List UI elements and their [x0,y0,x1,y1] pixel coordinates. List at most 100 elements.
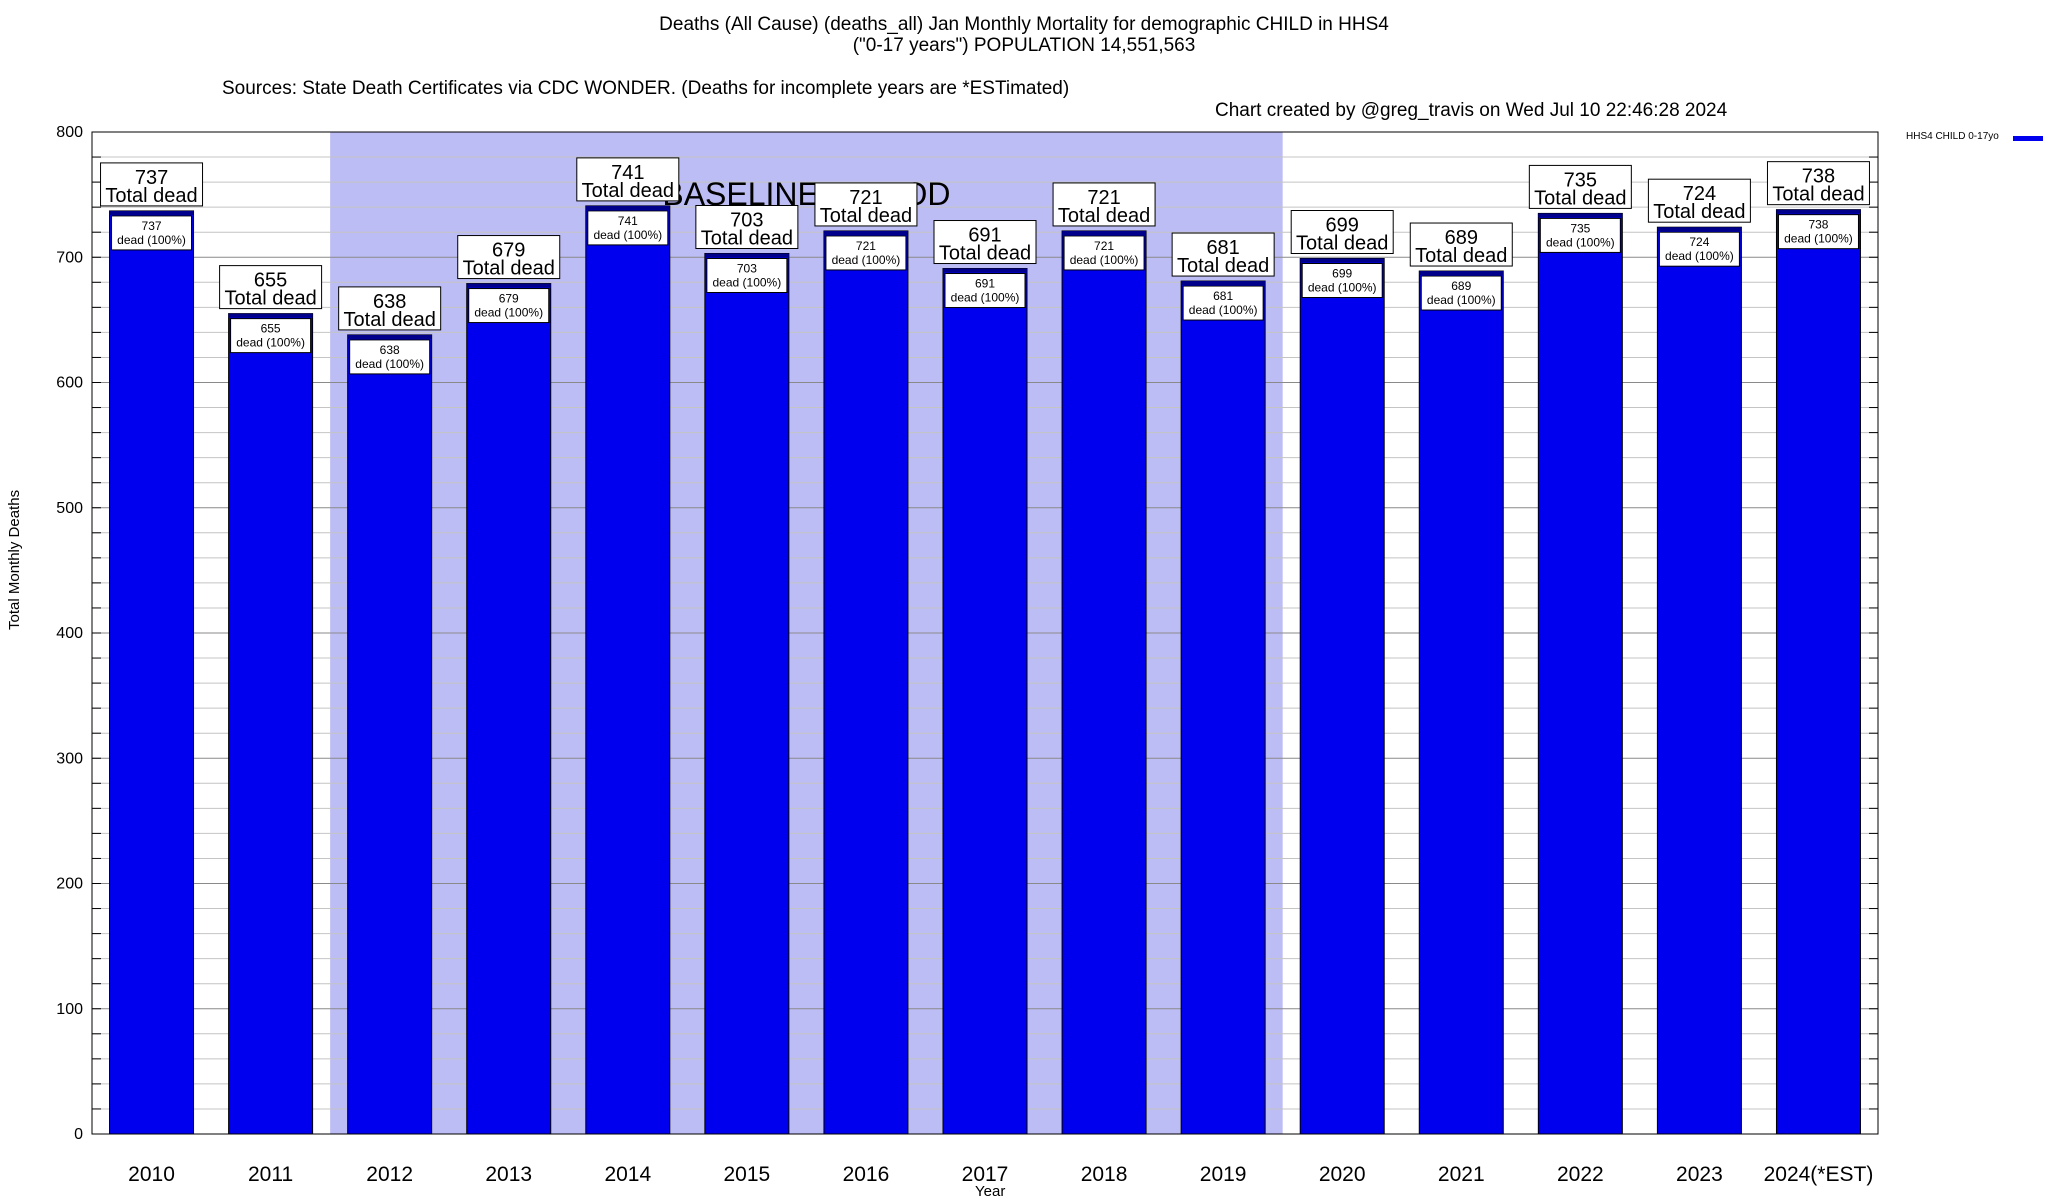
bar-inner-label: dead (100%) [593,228,662,242]
bar [1775,209,1861,1135]
bar-inner-value: 699 [1332,267,1352,281]
bar-inner-value: 689 [1451,279,1471,293]
y-axis-label: Total Monthly Deaths [6,489,23,630]
bar-top-label: Total dead [1296,233,1388,255]
inner-label-box [944,273,1026,309]
inner-label-box [230,318,312,354]
bar-inner-value: 679 [499,292,519,306]
bar [347,334,433,1135]
bar [1299,258,1385,1135]
bar-top-edge [1657,227,1742,232]
x-tick-label: 2019 [1200,1163,1247,1186]
bar-inner-label: dead (100%) [474,306,543,320]
bar-top-label: Total dead [1534,187,1626,209]
top-label-box [1052,182,1156,227]
bar-inner-value: 738 [1808,218,1828,232]
bar [109,210,195,1135]
bar-top-edge [347,334,432,339]
bar-top-edge [704,253,789,258]
top-label-box [457,235,561,280]
top-label-box [338,286,442,331]
bar-top-label: Total dead [1177,255,1269,277]
bar-top-label: Total dead [1653,201,1745,223]
bar-inner-label: dead (100%) [1308,281,1377,295]
inner-label-box [1063,235,1145,271]
x-tick-label: 2015 [724,1163,771,1186]
bar-top-label: Total dead [820,205,912,227]
bar-top-label: Total dead [939,243,1031,265]
top-label-box [1409,222,1513,267]
bar-top-label: Total dead [1058,205,1150,227]
bar-top-value: 738 [1802,166,1835,188]
y-tick-label: 700 [56,249,83,266]
top-label-box [100,162,204,207]
bar-inner-label: dead (100%) [236,336,305,350]
bar-top-label: Total dead [344,309,436,331]
x-tick-label: 2024(*EST) [1764,1163,1874,1186]
chart-sources: Sources: State Death Certificates via CD… [222,78,1070,99]
inner-label-box [349,339,431,375]
top-label-box [695,204,799,249]
bar-top-value: 681 [1206,237,1239,259]
top-label-box [1171,232,1275,277]
inner-label-box [825,235,907,271]
x-tick-label: 2012 [366,1163,413,1186]
x-axis-label: Year [975,1183,1006,1200]
inner-label-box [1658,231,1740,267]
bar [1656,226,1742,1135]
bar-top-value: 735 [1564,169,1597,191]
legend-label: HHS4 CHILD 0-17yo [1906,131,1999,142]
y-tick-label: 800 [56,124,83,141]
bar-top-edge [943,268,1027,273]
inner-label-box [587,210,669,246]
bar [704,252,790,1135]
y-tick-label: 400 [56,625,83,642]
y-tick-label: 600 [56,375,83,392]
plot-frame [91,131,1879,1135]
bar-top-value: 737 [135,167,168,189]
bar-inner-value: 721 [1094,239,1114,253]
x-tick-label: 2017 [962,1163,1009,1186]
bar-top-edge [585,205,670,210]
bar-inner-label: dead (100%) [1189,303,1258,317]
bar-top-edge [1181,281,1266,286]
bar-top-label: Total dead [105,185,197,207]
bar-inner-value: 681 [1213,289,1233,303]
x-tick-label: 2014 [604,1163,651,1186]
bar-inner-value: 638 [380,343,400,357]
inner-label-box [706,257,788,293]
chart-title-line-1: Deaths (All Cause) (deaths_all) Jan Mont… [659,14,1389,35]
bar-top-value: 689 [1445,227,1478,249]
bar-top-edge [466,283,551,288]
top-label-box [1766,161,1870,206]
bar [823,230,909,1135]
bar-inner-label: dead (100%) [1546,235,1615,249]
y-tick-label: 200 [56,876,83,893]
bar-top-edge [1419,271,1504,276]
inner-label-box [468,288,550,324]
x-tick-label: 2021 [1438,1163,1485,1186]
top-label-box [219,265,323,310]
bar-top-value: 638 [373,291,406,313]
bar-top-edge [1538,213,1623,218]
bar-top-edge [228,313,313,318]
bar-top-edge [1062,230,1147,235]
bar-top-value: 691 [968,225,1001,247]
bar [942,268,1028,1135]
bar-top-edge [1776,209,1861,214]
bar-top-edge [1300,258,1385,263]
x-tick-label: 2011 [248,1163,293,1186]
bar-top-value: 741 [611,162,644,184]
inner-label-box [1182,285,1264,321]
bar-top-label: Total dead [701,227,793,249]
inner-label-box [111,215,193,251]
inner-label-box [1539,217,1621,253]
bar [1180,280,1266,1135]
bar-inner-value: 724 [1689,235,1709,249]
bar-top-label: Total dead [582,180,674,202]
bar-inner-value: 737 [142,219,162,233]
bar-inner-label: dead (100%) [117,233,186,247]
bar [1061,230,1147,1135]
bar-inner-value: 721 [856,239,876,253]
bar-inner-label: dead (100%) [355,357,424,371]
